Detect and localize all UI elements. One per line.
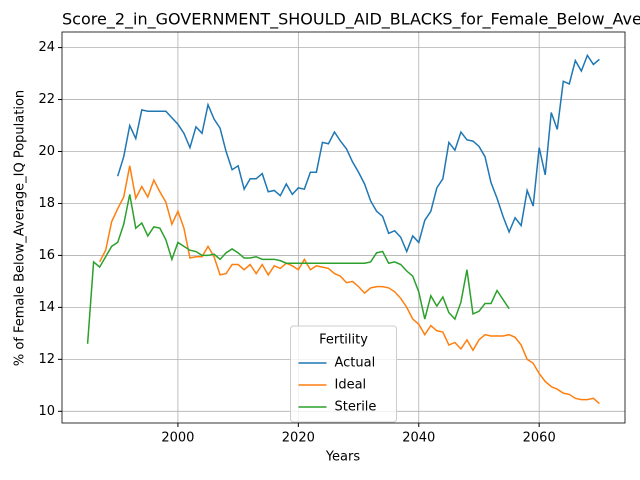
series-line [86, 194, 510, 344]
y-tick-label: 24 [38, 40, 55, 55]
x-tick-label: 2000 [161, 431, 194, 446]
x-tick-label: 2020 [282, 431, 315, 446]
y-tick-label: 20 [38, 144, 55, 159]
series-line [98, 165, 600, 405]
y-tick-label: 18 [38, 196, 55, 211]
legend: Fertility Actual Ideal Sterile [290, 325, 397, 423]
x-tick-label: 2040 [402, 431, 435, 446]
plot-frame [61, 31, 626, 424]
legend-label: Ideal [335, 378, 367, 393]
x-axis-label: Years [325, 450, 361, 465]
legend-label: Sterile [335, 400, 377, 415]
y-tick-label: 22 [38, 92, 55, 107]
chart-title: Score_2_in_GOVERNMENT_SHOULD_AID_BLACKS_… [62, 10, 640, 30]
y-tick-label: 16 [38, 248, 55, 263]
legend-label: Actual [335, 356, 376, 371]
series-line [116, 53, 600, 254]
y-tick-label: 12 [38, 352, 55, 367]
legend-box [290, 325, 397, 423]
y-tick-label: 14 [38, 300, 55, 315]
y-axis-label: % of Female Below_Average_IQ Population [13, 90, 28, 366]
y-tick-label: 10 [38, 404, 55, 419]
x-tick-label: 2060 [523, 431, 556, 446]
legend-title: Fertility [319, 333, 368, 348]
